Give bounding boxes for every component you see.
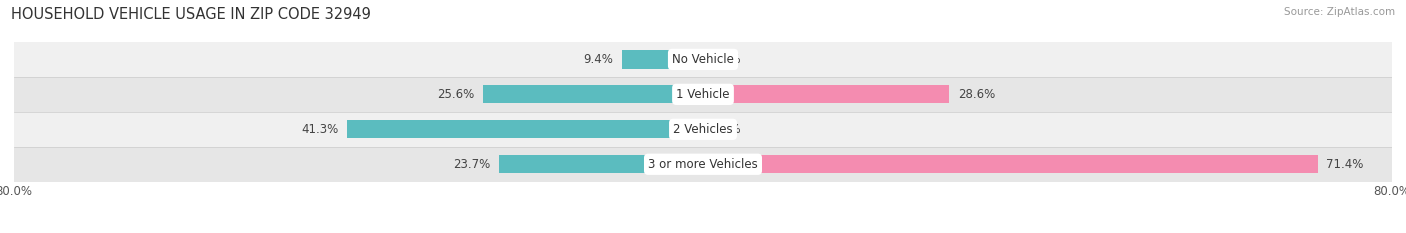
Bar [14, 77, 1392, 112]
Text: 3 or more Vehicles: 3 or more Vehicles [648, 158, 758, 171]
Bar [703, 155, 1317, 173]
Text: 1 Vehicle: 1 Vehicle [676, 88, 730, 101]
Bar [14, 147, 1392, 182]
Text: 41.3%: 41.3% [301, 123, 339, 136]
Bar [347, 120, 703, 138]
Text: 28.6%: 28.6% [957, 88, 995, 101]
Text: No Vehicle: No Vehicle [672, 53, 734, 66]
Text: Source: ZipAtlas.com: Source: ZipAtlas.com [1284, 7, 1395, 17]
Bar [499, 155, 703, 173]
Bar [482, 85, 703, 103]
Text: 0.0%: 0.0% [711, 123, 741, 136]
Text: 9.4%: 9.4% [583, 53, 613, 66]
Bar [621, 50, 703, 69]
Bar [14, 42, 1392, 77]
Text: 23.7%: 23.7% [453, 158, 491, 171]
Text: 71.4%: 71.4% [1326, 158, 1364, 171]
Text: 25.6%: 25.6% [437, 88, 474, 101]
Text: 0.0%: 0.0% [711, 53, 741, 66]
Text: HOUSEHOLD VEHICLE USAGE IN ZIP CODE 32949: HOUSEHOLD VEHICLE USAGE IN ZIP CODE 3294… [11, 7, 371, 22]
Bar [14, 112, 1392, 147]
Text: 2 Vehicles: 2 Vehicles [673, 123, 733, 136]
Bar [703, 85, 949, 103]
